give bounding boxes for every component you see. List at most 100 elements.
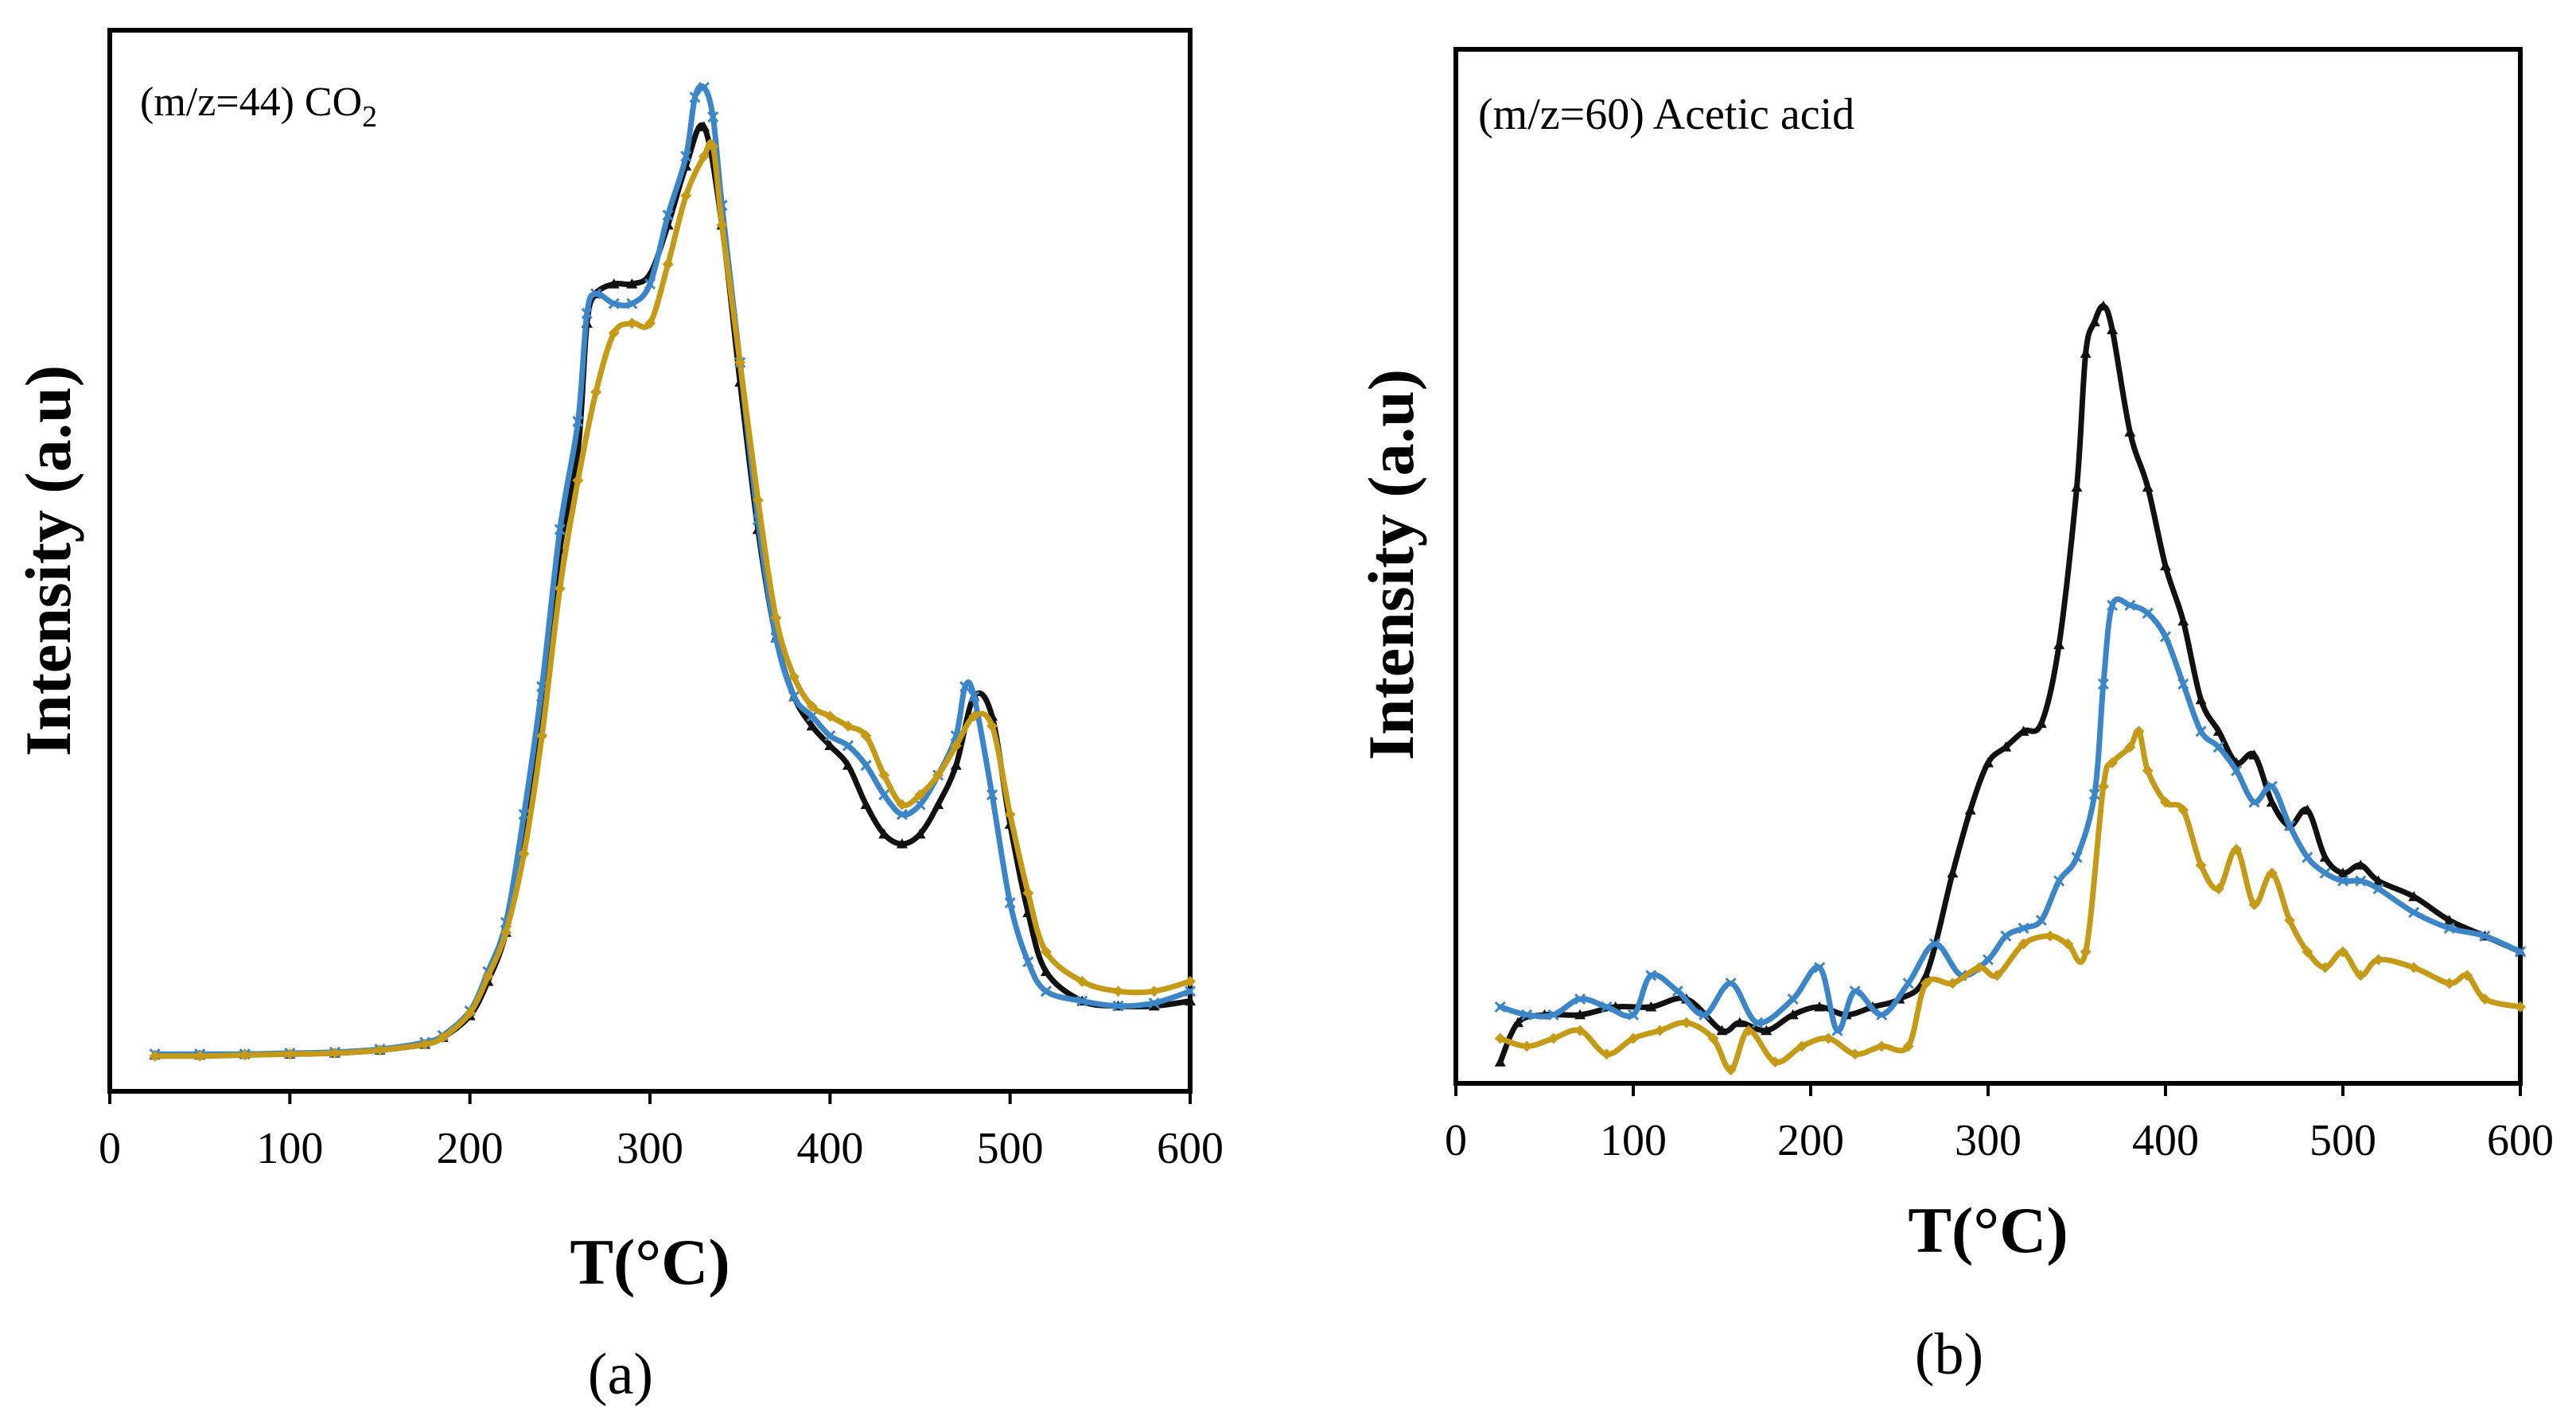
data-point — [1574, 1024, 1586, 1036]
data-point — [878, 769, 890, 781]
data-point — [518, 848, 530, 860]
data-point — [1876, 1040, 1888, 1052]
data-point — [2053, 875, 2065, 887]
data-point — [1742, 1024, 1754, 1036]
data-point — [2231, 764, 2243, 776]
data-point — [2142, 764, 2154, 776]
data-point — [482, 970, 494, 982]
data-point — [1796, 1040, 1807, 1052]
series-triangle-111111 — [1494, 300, 2526, 1067]
data-point — [2248, 899, 2260, 911]
data-point — [581, 307, 593, 320]
data-point — [536, 730, 548, 742]
data-point — [1184, 986, 1197, 997]
data-point — [2177, 615, 2189, 626]
data-point — [2107, 599, 2119, 612]
data-point — [2284, 820, 2296, 832]
data-point — [1148, 986, 1160, 997]
data-point — [2142, 481, 2154, 492]
data-point — [2443, 978, 2455, 989]
data-point — [1725, 978, 1737, 989]
data-point — [2018, 938, 2029, 950]
data-point — [860, 730, 872, 742]
data-point — [896, 838, 908, 849]
data-point — [2337, 867, 2348, 878]
data-point — [680, 150, 692, 162]
data-point — [1494, 1056, 1506, 1067]
x-tick-label: 400 — [796, 1124, 863, 1173]
data-point — [590, 288, 602, 300]
data-point — [698, 121, 710, 131]
data-point — [986, 789, 998, 801]
data-point — [896, 799, 908, 811]
data-point — [1185, 975, 1196, 987]
data-point — [2372, 875, 2384, 886]
data-point — [626, 297, 638, 309]
data-point — [1769, 1056, 1781, 1068]
data-point — [2461, 970, 2473, 982]
data-point — [1494, 1001, 1506, 1013]
data-point — [1112, 986, 1124, 997]
data-point — [2515, 1001, 2526, 1013]
data-point — [194, 1050, 206, 1062]
data-point — [2088, 316, 2100, 327]
data-point — [2107, 324, 2119, 335]
data-point — [2097, 300, 2109, 311]
data-point — [680, 189, 692, 201]
data-point — [1547, 1009, 1559, 1021]
data-point — [1929, 938, 1941, 950]
series-layer-b — [1494, 300, 2527, 1076]
data-point — [689, 91, 701, 103]
x-tick-label: 100 — [256, 1124, 323, 1173]
series-markers — [1494, 725, 2526, 1076]
data-point — [1787, 1009, 1799, 1020]
data-point — [2266, 796, 2278, 807]
data-point — [1991, 970, 2003, 982]
x-tick-label: 300 — [617, 1124, 683, 1173]
data-point — [2071, 851, 2083, 863]
data-point — [1947, 867, 1959, 878]
data-point — [1022, 956, 1034, 968]
data-point — [2142, 607, 2154, 619]
chart-panel-a: 0 100 200 300 400 500 600 (m/z=44) CO2 T(°C) I… — [12, 28, 1224, 1407]
data-point — [554, 523, 566, 535]
annotation-a: (m/z=44) CO2 — [140, 80, 377, 134]
data-point — [788, 671, 800, 682]
data-point — [1627, 1009, 1640, 1021]
series-line — [152, 83, 1193, 1057]
data-point — [1512, 1017, 1524, 1028]
data-point — [950, 760, 962, 770]
data-point — [878, 828, 890, 839]
data-point — [1004, 896, 1016, 909]
data-point — [896, 808, 908, 820]
data-point — [1628, 1032, 1639, 1044]
data-point — [2080, 946, 2092, 958]
data-point — [329, 1048, 340, 1059]
data-point — [698, 81, 710, 94]
data-point — [968, 710, 980, 722]
data-point — [932, 799, 944, 810]
x-tick-label: 600 — [2487, 1116, 2554, 1165]
data-point — [1076, 995, 1088, 1007]
data-point — [2266, 867, 2278, 879]
data-point — [2266, 780, 2278, 792]
data-point — [707, 111, 719, 123]
data-point — [860, 799, 872, 810]
data-point — [734, 356, 746, 368]
data-point — [608, 297, 620, 309]
data-point — [824, 710, 836, 722]
data-point — [1920, 978, 1932, 989]
data-point — [788, 690, 800, 702]
data-point — [1849, 1048, 1861, 1060]
data-point — [2337, 875, 2349, 887]
data-point — [1734, 1017, 1745, 1028]
series-triangle-111111 — [149, 121, 1196, 1060]
panel-label-a: (a) — [588, 1342, 653, 1407]
x-tick-label: 200 — [437, 1124, 504, 1173]
data-point — [2000, 741, 2012, 752]
annotation-b: (m/z=60) Acetic acid — [1478, 90, 1854, 139]
data-point — [2302, 946, 2313, 958]
y-axis-label-a: Intensity (a.u) — [12, 365, 84, 756]
data-point — [806, 720, 818, 731]
data-point — [1022, 887, 1034, 899]
